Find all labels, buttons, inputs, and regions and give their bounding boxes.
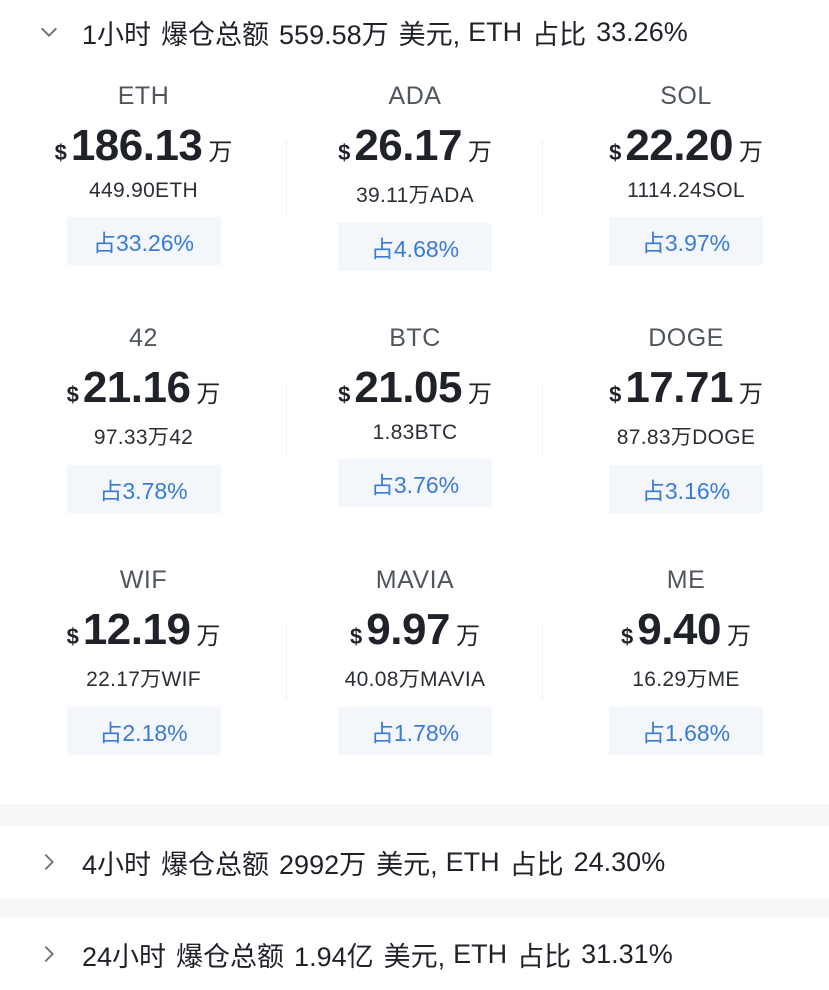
amount-unit: 万 bbox=[196, 623, 221, 650]
coin-quantity: 16.29万ME bbox=[632, 668, 740, 691]
coin-card[interactable]: WIF $ 12.19 万 22.17万WIF 占2.18% bbox=[0, 562, 287, 804]
share-badge: 占1.78% bbox=[338, 707, 492, 755]
coin-quantity: 40.08万MAVIA bbox=[344, 668, 486, 691]
section-ratio: 33.26% bbox=[596, 16, 688, 47]
coin-card[interactable]: MAVIA $ 9.97 万 40.08万MAVIA 占1.78% bbox=[287, 562, 543, 804]
section-period: 1小时 bbox=[82, 19, 152, 50]
section-label: 爆仓总额 bbox=[161, 849, 270, 880]
coin-name: SOL bbox=[660, 82, 712, 110]
coin-card[interactable]: SOL $ 22.20 万 1114.24SOL 占3.97% bbox=[543, 78, 829, 320]
section-ratio: 31.31% bbox=[581, 938, 673, 969]
share-badge: 占3.16% bbox=[609, 465, 763, 513]
coin-name: ME bbox=[666, 566, 706, 594]
coin-quantity: 1114.24SOL bbox=[627, 179, 745, 202]
section-separator bbox=[0, 898, 829, 918]
section-period: 24小时 bbox=[82, 941, 167, 972]
coin-amount: 186.13 bbox=[70, 121, 203, 170]
section-top-coin: ETH bbox=[453, 938, 508, 969]
amount-unit: 万 bbox=[467, 381, 492, 408]
dollar-sign: $ bbox=[609, 382, 622, 407]
coin-amount: 22.20 bbox=[625, 121, 733, 170]
coin-card[interactable]: 42 $ 21.16 万 97.33万42 占3.78% bbox=[0, 320, 287, 562]
coin-name: ADA bbox=[388, 82, 442, 110]
dollar-sign: $ bbox=[609, 140, 622, 165]
coin-amount: 9.40 bbox=[637, 605, 721, 654]
section-top-coin: ETH bbox=[445, 846, 500, 877]
section-label: 爆仓总额 bbox=[161, 19, 270, 50]
section-header-1h[interactable]: 1小时 爆仓总额 559.58万 美元, ETH 占比 33.26% bbox=[0, 0, 829, 64]
share-badge: 占2.18% bbox=[66, 707, 221, 755]
chevron-right-icon bbox=[36, 849, 62, 875]
amount-unit: 万 bbox=[208, 139, 233, 166]
coin-quantity: 1.83BTC bbox=[372, 421, 458, 444]
coin-amount: 21.16 bbox=[82, 363, 191, 412]
coin-name: MAVIA bbox=[375, 566, 455, 594]
coin-quantity: 22.17万WIF bbox=[86, 668, 201, 691]
liquidation-panel: ETH $ 186.13 万 449.90ETH 占33.26% ADA $ 2… bbox=[0, 64, 829, 804]
coin-name: WIF bbox=[119, 566, 168, 594]
section-separator bbox=[0, 804, 829, 826]
coin-name: BTC bbox=[389, 324, 441, 352]
share-badge: 占1.68% bbox=[609, 707, 763, 755]
share-badge: 占3.76% bbox=[338, 459, 492, 507]
coin-amount: 12.19 bbox=[82, 605, 191, 654]
dollar-sign: $ bbox=[66, 624, 79, 649]
coin-card[interactable]: DOGE $ 17.71 万 87.83万DOGE 占3.16% bbox=[543, 320, 829, 562]
amount-unit: 万 bbox=[455, 623, 480, 650]
coin-quantity: 97.33万42 bbox=[93, 426, 194, 449]
section-top-coin: ETH bbox=[468, 16, 523, 47]
dollar-sign: $ bbox=[338, 140, 351, 165]
amount-unit: 万 bbox=[467, 139, 492, 166]
amount-unit: 万 bbox=[738, 139, 763, 166]
section-currency: 美元, bbox=[376, 849, 438, 880]
amount-unit: 万 bbox=[738, 381, 763, 408]
amount-unit: 万 bbox=[196, 381, 221, 408]
dollar-sign: $ bbox=[66, 382, 79, 407]
chevron-right-icon bbox=[36, 941, 62, 967]
share-badge: 占33.26% bbox=[66, 217, 221, 265]
coin-card[interactable]: ME $ 9.40 万 16.29万ME 占1.68% bbox=[543, 562, 829, 804]
section-ratio-label: 占比 bbox=[517, 941, 572, 972]
coin-name: ETH bbox=[117, 82, 170, 110]
coin-quantity: 449.90ETH bbox=[89, 179, 198, 202]
dollar-sign: $ bbox=[338, 382, 351, 407]
share-badge: 占3.97% bbox=[609, 217, 763, 265]
section-ratio-label: 占比 bbox=[509, 849, 564, 880]
share-badge: 占4.68% bbox=[338, 223, 492, 271]
section-total: 559.58万 bbox=[279, 19, 389, 50]
section-header-4h[interactable]: 4小时 爆仓总额 2992万 美元, ETH 占比 24.30% bbox=[0, 826, 829, 898]
section-label: 爆仓总额 bbox=[176, 941, 285, 972]
coin-quantity: 87.83万DOGE bbox=[616, 426, 756, 449]
section-header-24h[interactable]: 24小时 爆仓总额 1.94亿 美元, ETH 占比 31.31% bbox=[0, 918, 829, 990]
section-period: 4小时 bbox=[82, 849, 152, 880]
section-total: 1.94亿 bbox=[294, 941, 374, 972]
coin-card[interactable]: ETH $ 186.13 万 449.90ETH 占33.26% bbox=[0, 78, 287, 320]
coin-quantity: 39.11万ADA bbox=[356, 184, 474, 207]
dollar-sign: $ bbox=[350, 624, 363, 649]
coin-amount: 9.97 bbox=[366, 605, 450, 654]
coin-amount: 26.17 bbox=[354, 121, 462, 170]
section-currency: 美元, bbox=[383, 941, 446, 972]
dollar-sign: $ bbox=[621, 624, 634, 649]
share-badge: 占3.78% bbox=[66, 465, 221, 513]
coin-amount: 21.05 bbox=[354, 363, 462, 412]
section-ratio: 24.30% bbox=[573, 846, 666, 877]
amount-unit: 万 bbox=[726, 623, 751, 650]
section-currency: 美元, bbox=[398, 19, 461, 50]
chevron-down-icon bbox=[36, 19, 62, 45]
section-total: 2992万 bbox=[279, 849, 367, 880]
coin-grid: ETH $ 186.13 万 449.90ETH 占33.26% ADA $ 2… bbox=[0, 78, 829, 804]
dollar-sign: $ bbox=[54, 140, 67, 165]
coin-card[interactable]: BTC $ 21.05 万 1.83BTC 占3.76% bbox=[287, 320, 543, 562]
coin-name: DOGE bbox=[648, 324, 724, 352]
coin-card[interactable]: ADA $ 26.17 万 39.11万ADA 占4.68% bbox=[287, 78, 543, 320]
coin-name: 42 bbox=[129, 324, 158, 352]
section-ratio-label: 占比 bbox=[532, 19, 587, 50]
coin-amount: 17.71 bbox=[625, 363, 733, 412]
